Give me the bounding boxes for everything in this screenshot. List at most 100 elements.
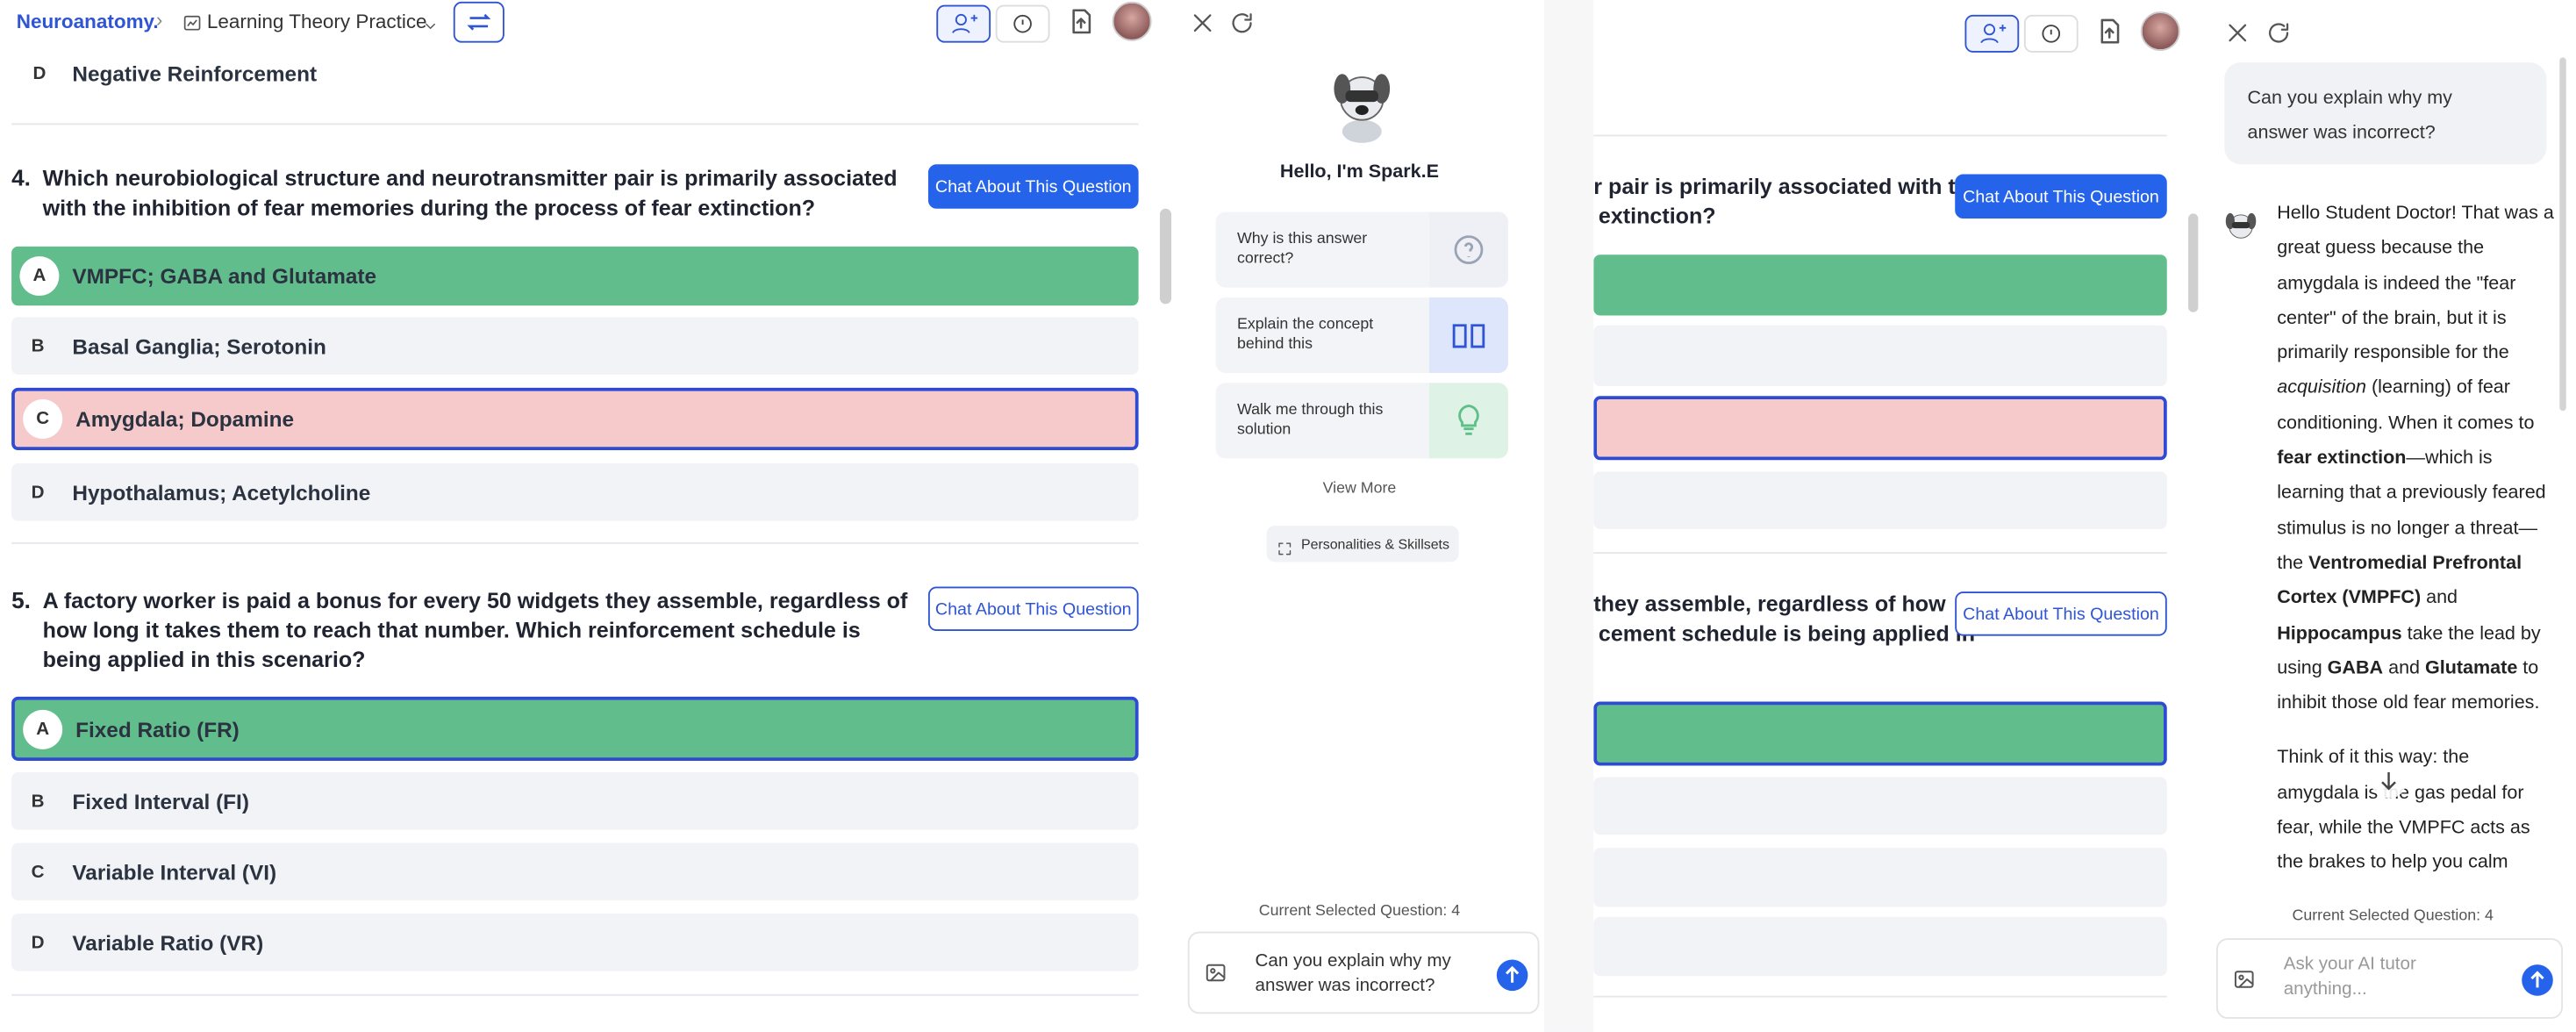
response-text: Hello Student Doctor! That was a great g… [2277, 204, 2554, 364]
answer-option[interactable] [1593, 848, 2167, 907]
add-user-button[interactable] [936, 4, 991, 43]
user-avatar[interactable] [1112, 1, 1152, 41]
divider [11, 123, 1139, 125]
chat-about-button[interactable]: Chat About This Question [927, 586, 1139, 632]
answer-option[interactable]: D Variable Ratio (VR) [11, 914, 1139, 971]
info-glyph [1013, 14, 1032, 33]
send-glyph [1505, 965, 1520, 983]
answer-option[interactable] [1593, 254, 2167, 316]
export-button[interactable] [1066, 6, 1096, 36]
send-button[interactable] [1496, 959, 1528, 992]
export-button[interactable] [2094, 17, 2124, 47]
breadcrumb-course[interactable]: Neuroanatomy. [16, 10, 159, 33]
refresh-button[interactable] [1229, 10, 1256, 36]
option-letter: D [31, 482, 45, 503]
answer-option[interactable]: D Hypothalamus; Acetylcholine [11, 463, 1139, 521]
chat-about-button[interactable]: Chat About This Question [1955, 174, 2167, 219]
user-avatar[interactable] [2140, 11, 2180, 52]
image-upload-icon[interactable] [2233, 968, 2256, 991]
quiz-pane-cropped: r pair is primarily associated with the e… [1593, 49, 2185, 1032]
option-text: Variable Interval (VI) [72, 859, 277, 885]
option-text: Basal Ganglia; Serotonin [72, 333, 326, 359]
close-button[interactable] [2224, 19, 2250, 46]
tutor-chat-panel: Can you explain why my answer was incorr… [2209, 0, 2576, 1032]
tutor-greeting: Hello, I'm Spark.E [1279, 162, 1439, 183]
chat-about-button[interactable]: Chat About This Question [927, 164, 1139, 209]
answer-option[interactable]: C Variable Interval (VI) [11, 842, 1139, 901]
response-text: take the lead by using [2277, 623, 2541, 679]
quiz-pane: D Negative Reinforcement 4. Which neurobiol… [0, 46, 1158, 1031]
suggestion-icon-tile [1429, 383, 1508, 459]
answer-option[interactable] [1593, 66, 2166, 115]
breadcrumb-practice[interactable]: Learning Theory Practice [206, 10, 427, 33]
divider [11, 993, 1139, 996]
send-glyph [2530, 971, 2544, 988]
answer-option[interactable]: C Amygdala; Dopamine [11, 387, 1139, 451]
answer-option[interactable]: B Fixed Interval (FI) [11, 772, 1139, 830]
answer-option[interactable] [1593, 471, 2167, 529]
chat-input[interactable]: Ask your AI tutor anything... [2215, 938, 2564, 1019]
response-text: —which is learning that a previously fea… [2277, 448, 2546, 574]
option-letter: D [31, 932, 45, 953]
response-text: Think of it this way: the amygdala is th… [2277, 748, 2530, 873]
answer-option[interactable]: B Basal Ganglia; Serotonin [11, 317, 1139, 375]
chat-input-text: Can you explain why my answer was incorr… [1255, 951, 1451, 996]
answer-option[interactable]: D Negative Reinforcement [11, 46, 1139, 102]
info-button[interactable] [2023, 14, 2079, 53]
expand-glyph [1277, 535, 1293, 555]
dog-glyph [1334, 74, 1391, 143]
response-text: and [2421, 588, 2458, 609]
scrollbar-thumb [2188, 213, 2199, 312]
answer-option[interactable]: A Fixed Ratio (FR) [11, 696, 1139, 761]
chat-input-placeholder: Ask your AI tutor anything... [2283, 954, 2416, 1000]
response-text: GABA [2327, 658, 2384, 679]
info-button[interactable] [995, 4, 1050, 43]
divider [1593, 552, 2167, 555]
question-number: 5. [11, 586, 31, 613]
practice-icon [182, 11, 202, 31]
close-button[interactable] [1190, 10, 1216, 36]
chat-input[interactable]: Can you explain why my answer was incorr… [1187, 931, 1540, 1014]
refresh-button[interactable] [2265, 19, 2292, 46]
answer-option[interactable] [1593, 701, 2167, 766]
scrollbar-thumb [2559, 57, 2566, 412]
option-text: Variable Ratio (VR) [72, 929, 264, 955]
answer-option[interactable] [1593, 396, 2167, 461]
arrow-down-glyph [2381, 772, 2396, 791]
add-user-button[interactable] [1964, 14, 2020, 53]
personalities-button[interactable]: Personalities & Skillsets [1266, 526, 1459, 563]
image-upload-icon-glyph [2234, 971, 2254, 988]
option-letter: C [23, 399, 63, 439]
practice-caret[interactable] [422, 13, 439, 30]
divider [1593, 995, 2167, 998]
personalities-text: Personalities & Skillsets [1300, 535, 1449, 553]
tutor-avatar-small [2222, 209, 2258, 252]
toggle-button[interactable] [453, 1, 504, 43]
answer-option[interactable]: A VMPFC; GABA and Glutamate [11, 246, 1139, 306]
export-button-glyph [2100, 18, 2120, 44]
current-question: Current Selected Question: 4 [2292, 907, 2494, 926]
question-text-fragment: extinction? [1598, 204, 1716, 229]
suggestion-card[interactable]: Explain the concept behind this [1215, 297, 1508, 374]
chat-about-button[interactable]: Chat About This Question [1955, 591, 2167, 636]
question-text-fragment: cement schedule is being applied in [1598, 620, 1976, 646]
answer-option[interactable] [1593, 777, 2167, 835]
suggestion-text: Walk me through this solution [1236, 400, 1384, 439]
option-text: Fixed Interval (FI) [72, 788, 249, 813]
question-text: A factory worker is paid a bonus for eve… [42, 588, 908, 672]
option-letter: B [31, 335, 45, 356]
suggestion-card[interactable]: Walk me through this solution [1215, 383, 1508, 459]
answer-option[interactable] [1593, 325, 2167, 387]
suggestion-glyph [1454, 235, 1484, 264]
option-text: Fixed Ratio (FR) [75, 716, 240, 742]
send-button[interactable] [2522, 964, 2553, 996]
image-upload-icon[interactable] [1205, 961, 1227, 984]
answer-option[interactable] [1593, 916, 2167, 977]
view-more-link[interactable]: View More [1322, 479, 1397, 498]
scroll-down-button[interactable] [2370, 762, 2408, 799]
tutor-panel: Hello, I'm Spark.E Why is this answer cor… [1174, 0, 1545, 1032]
suggestion-card[interactable]: Why is this answer correct? [1215, 211, 1508, 288]
